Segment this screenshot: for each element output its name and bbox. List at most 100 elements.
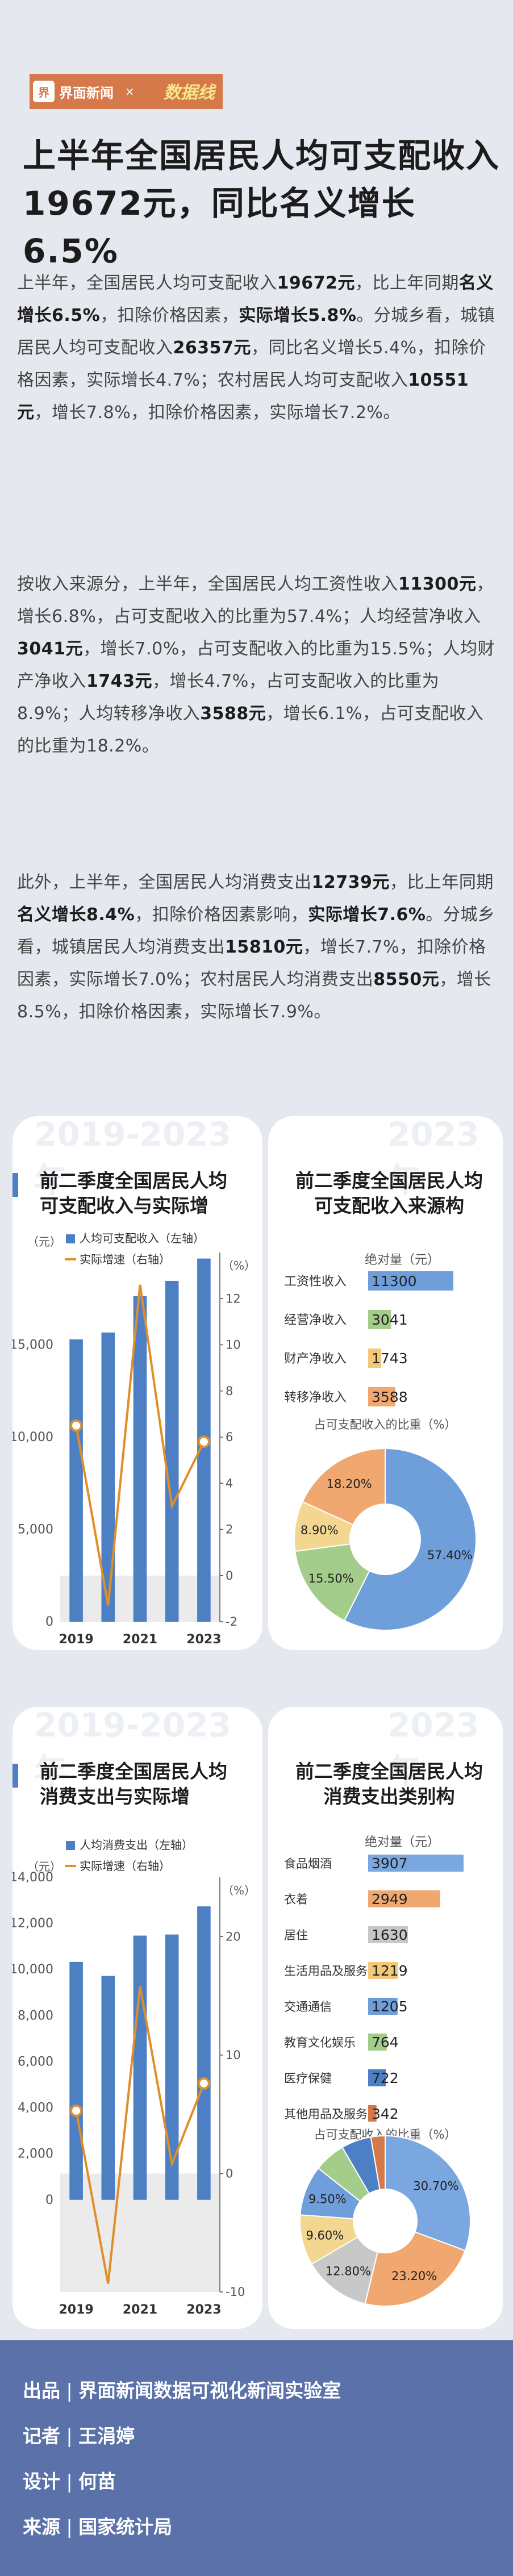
value-label: 1205 [372,1998,408,2015]
value-label: 3907 [372,1855,408,1872]
credit-separator: | [60,2425,79,2447]
credits-footer: 出品 | 界面新闻数据可视化新闻实验室 记者 | 王涓婷 设计 | 何苗 来源 | 国… [0,2340,513,2576]
paragraph-3: 此外，上半年，全国居民人均消费支出12739元，比上年同期名义增长8.4%，扣除… [17,866,497,1028]
y-tick-left: 8,000 [18,2009,53,2023]
card-title: 前二季度全国居民人均 消费支出与实际增 [40,1760,227,1807]
y-tick-right: 10 [226,1338,241,1352]
credit-line: 来源 | 国家统计局 [23,2512,172,2539]
growth-line [75,1284,205,1606]
value-label: 1630 [372,1927,408,1943]
income-bar-line-chart: （元） （%） 0 5,000 10,000 15,000 -2 0 2 4 6 8 10 12 2019 2… [12,1231,256,1647]
highlight-value: 8550元 [373,970,440,990]
slice-label: 9.50% [308,2193,347,2206]
credit-value: 界面新闻数据可视化新闻实验室 [78,2379,341,2402]
legend-line-label: 实际增速（右轴） [80,1859,170,1873]
highlight-value: 1743元 [86,671,152,691]
chart-subtitle: 绝对量（元） [365,1253,440,1267]
growth-point-2019 [70,2104,83,2117]
category-label: 经营净收入 [284,1313,347,1327]
bar-食品烟酒 [368,1855,464,1872]
paragraph-text: ，增长6.8%，占可支配收入的比重为57.4%；人均经营净收入 [17,574,494,627]
bar-2019 [69,1339,83,1622]
paragraph-text: ，增长7.8%，扣除价格因素，实际增长7.2%。 [34,403,401,423]
jiemian-logo-icon: 界 [33,81,55,102]
credit-line: 出品 | 界面新闻数据可视化新闻实验室 [23,2375,341,2403]
legend-bar-label: 人均可支配收入（左轴） [80,1231,205,1245]
y-tick-left: 10,000 [12,1963,53,1977]
income-source-bar-chart: 绝对量（元） 工资性收入 11300 经营净收入 3041 财产净收入 1743 转移净收入 3… [284,1253,453,1406]
y-tick-right: 20 [226,1930,241,1943]
paragraph-text: ，比上年同期 [354,273,459,293]
slice-衣着 [364,2231,466,2307]
value-label: 764 [372,2034,399,2051]
credit-key: 设计 [23,2470,60,2493]
bar-2022 [165,1280,179,1622]
y-tick-right: 2 [226,1523,233,1537]
income-source-card: 2023年 前二季度全国居民人均 可支配收入来源构 绝对量（元） 工资性收入 1130… [268,1116,503,1650]
highlight-value: 26357元 [173,338,251,358]
highlight-value: 12739元 [311,872,390,892]
credit-value: 何苗 [78,2470,116,2493]
bar-2019 [69,1961,83,2200]
y-tick-left: 12,000 [12,1917,53,1931]
slice-label: 12.80% [326,2264,371,2278]
bar-医疗保健 [368,2069,386,2086]
bar-工资性收入 [368,1271,453,1291]
x-tick: 2023 [186,2303,221,2317]
card-title: 前二季度全国居民人均 可支配收入来源构 [295,1170,483,1217]
x-tick: 2023 [186,1633,221,1647]
y-tick-right: 4 [226,1476,233,1490]
y-tick-right: 0 [226,1569,233,1583]
y-tick-left: 0 [45,1615,53,1629]
chart-subtitle: 占可支配收入的比重（%） [314,1418,457,1431]
y-tick-left: 4,000 [18,2101,53,2115]
credit-separator: | [60,2470,79,2493]
bar-2021 [133,1935,147,2200]
x-tick: 2019 [59,2303,93,2317]
x-tick: 2021 [123,2303,157,2317]
value-label: 342 [372,2106,399,2122]
credit-line: 设计 | 何苗 [23,2466,116,2494]
brand-logo: 数据线 [164,83,215,103]
slice-label: 23.20% [391,2269,437,2283]
credit-key: 出品 [23,2379,60,2402]
bar-衣着 [368,1890,440,1907]
category-label: 医疗保健 [284,2072,332,2085]
bar-生活用品及服务 [368,1962,398,1979]
card-bg-year: 2019-2023年 [34,1707,231,1790]
growth-point-2023 [197,2077,210,2090]
consumption-category-card: 2023年 前二季度全国居民人均 消费支出类别构 绝对量（元） 食品烟酒 3907 衣着… [268,1707,503,2329]
slice-label: 15.50% [308,1572,354,1585]
consumption-category-bar-chart: 绝对量（元） 食品烟酒 3907 衣着 2949 居住 1630 生活用品及服务 1219 交通通… [284,1835,464,2122]
paragraph-text: 。分城乡看，城镇居民人均可支配收入 [17,306,495,358]
y-tick-right: 6 [226,1430,233,1444]
value-label: 1219 [372,1963,408,1979]
card-bg-year: 2019-2023年 [34,1116,231,1200]
bar-2021 [133,1296,147,1622]
highlight-value: 3588元 [200,704,266,724]
category-label: 工资性收入 [284,1275,347,1289]
bar-其他用品及服务 [368,2105,377,2122]
paragraph-text: ，增长8.5%，扣除价格因素，实际增长7.9%。 [17,970,491,1022]
logo-separator: × [125,85,135,98]
paragraph-text: ，增长7.0%，占可支配收入的比重为15.5%；人均财产净收入 [17,639,495,691]
value-label: 3588 [372,1389,408,1405]
bar-2020 [101,1976,115,2200]
legend-line-label: 实际增速（右轴） [80,1252,170,1266]
paragraph-text: 按收入来源分，上半年，全国居民人均工资性收入 [17,574,398,594]
bar-财产净收入 [368,1348,382,1368]
category-label: 衣着 [284,1893,308,1906]
paragraph-text: 此外，上半年，全国居民人均消费支出 [17,872,312,892]
y-tick-left: 2,000 [18,2147,53,2161]
credit-key: 记者 [23,2425,60,2447]
y-tick-left: 14,000 [12,1871,53,1885]
chart-subtitle: 绝对量（元） [365,1835,440,1849]
y-tick-left: 10,000 [12,1430,53,1444]
bar-经营净收入 [368,1310,391,1329]
y-tick-right: -2 [226,1615,237,1629]
category-label: 生活用品及服务 [284,1964,368,1978]
highlight-value: 实际增长7.6% [308,905,426,925]
highlight-value: 名义增长8.4% [17,905,135,925]
category-label: 财产净收入 [284,1352,347,1366]
paragraph-text: 。分城乡看，城镇居民人均消费支出 [17,905,495,957]
